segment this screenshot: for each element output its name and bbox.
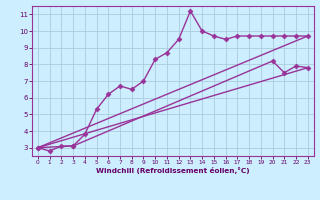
X-axis label: Windchill (Refroidissement éolien,°C): Windchill (Refroidissement éolien,°C)	[96, 167, 250, 174]
